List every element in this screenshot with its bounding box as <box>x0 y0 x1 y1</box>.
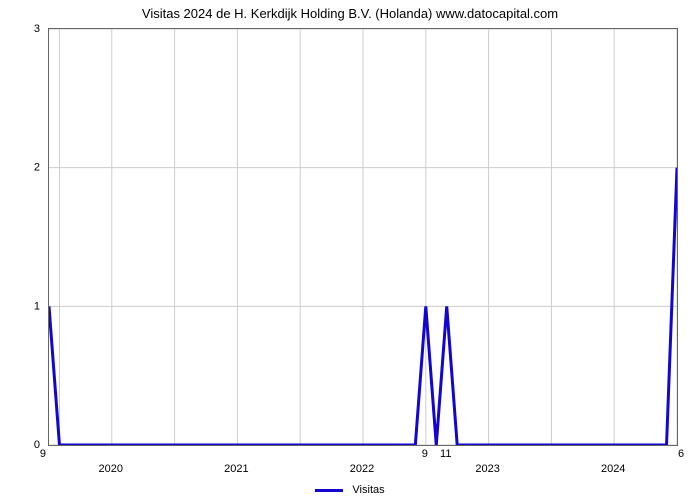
y-tick-label: 2 <box>34 162 40 174</box>
x-year-label: 2024 <box>601 463 625 475</box>
first-point-label: 9 <box>40 448 46 460</box>
x-year-label: 2020 <box>99 463 123 475</box>
y-tick-label: 1 <box>34 300 40 312</box>
x-year-label: 2022 <box>350 463 374 475</box>
x-year-label: 2021 <box>224 463 248 475</box>
legend-swatch <box>315 489 343 492</box>
y-tick-label: 3 <box>34 23 40 35</box>
last-point-label: 6 <box>678 448 684 460</box>
x-month-label: 9 <box>422 448 428 460</box>
y-tick-label: 0 <box>34 439 40 451</box>
x-month-label: 11 <box>440 448 451 460</box>
plot-area <box>48 28 678 446</box>
legend-label: Visitas <box>352 484 384 496</box>
x-year-label: 2023 <box>475 463 499 475</box>
chart-container: Visitas 2024 de H. Kerkdijk Holding B.V.… <box>0 0 700 500</box>
plot-svg <box>49 29 677 445</box>
legend: Visitas <box>0 484 700 496</box>
chart-title: Visitas 2024 de H. Kerkdijk Holding B.V.… <box>0 6 700 21</box>
